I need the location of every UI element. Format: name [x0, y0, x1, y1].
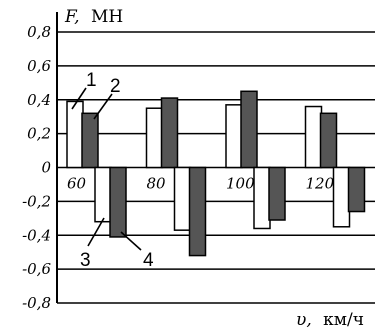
bar-series-2: [160, 97, 179, 169]
bar-series-1: [304, 105, 323, 169]
bar-series-4: [109, 166, 127, 238]
series-annotation-label: 2: [110, 76, 121, 97]
bars: [66, 90, 366, 257]
y-tick-label: -0,8: [22, 294, 51, 312]
bar-series-4: [268, 166, 286, 221]
series-annotation-label: 4: [143, 250, 154, 271]
x-category-label: 100: [226, 175, 255, 193]
y-tick-label: 0,8: [27, 23, 51, 41]
y-tick-label: -0,2: [22, 192, 51, 210]
y-tick-label: 0,6: [27, 57, 51, 75]
series-annotation-label: 1: [86, 70, 97, 91]
bar-series-4: [347, 166, 366, 213]
x-axis-unit: км/ч: [323, 310, 364, 330]
x-axis-title: υ, км/ч: [296, 310, 364, 330]
bar-series-3: [173, 166, 192, 231]
bar-series-3: [253, 166, 271, 230]
annotation-leader-line: [93, 93, 113, 120]
bar-series-2: [319, 112, 338, 169]
y-axis-title: F, МН: [64, 7, 123, 27]
x-category-label: 60: [67, 175, 87, 193]
annotation-leader-line: [71, 87, 87, 110]
x-category-label: 120: [306, 175, 335, 193]
y-tick-label: -0,4: [22, 226, 51, 244]
annotation-leader-line: [87, 217, 105, 247]
bar-series-4: [188, 166, 207, 257]
annotation-leader-line: [120, 231, 142, 251]
bar-series-1: [66, 100, 84, 169]
y-tick-label: 0,4: [27, 91, 51, 109]
y-tick-label: 0: [41, 159, 51, 177]
x-axis-symbol: υ,: [296, 310, 312, 330]
bar-series-2: [240, 90, 258, 169]
y-axis-symbol: F,: [64, 7, 80, 27]
bar-series-3: [94, 166, 112, 223]
y-axis-unit: МН: [91, 7, 123, 27]
y-tick-label: -0,6: [22, 260, 51, 278]
bar-series-2: [81, 112, 99, 169]
y-tick-label: 0,2: [27, 125, 51, 143]
bar-series-1: [145, 107, 164, 169]
bar-series-3: [332, 166, 351, 228]
series-annotation-label: 3: [80, 250, 91, 271]
labels: 0,8 0,6 0,4 0,2 0 -0,2 -0,4 -0,6 -0,8 60 80 100 120 1…: [22, 23, 335, 312]
bar-series-1: [225, 104, 243, 169]
x-category-label: 80: [147, 175, 167, 193]
